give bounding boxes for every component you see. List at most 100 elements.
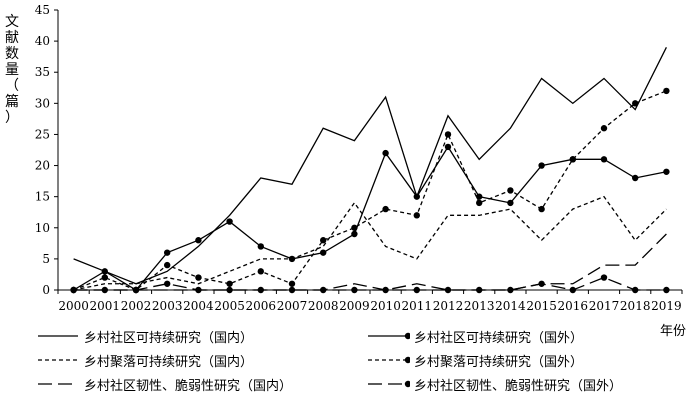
- y-tick-label: 30: [35, 96, 50, 110]
- data-point: [507, 286, 514, 294]
- x-tick-label: 2017: [589, 299, 620, 313]
- data-point: [226, 286, 233, 294]
- legend-swatch: [38, 335, 78, 337]
- x-tick-label: 2007: [277, 299, 308, 313]
- data-point: [164, 249, 171, 256]
- y-tick-label: 35: [35, 65, 50, 79]
- data-point: [132, 286, 140, 294]
- y-tick-label: 20: [35, 159, 50, 173]
- legend-marker: [404, 332, 410, 340]
- y-tick-label: 5: [42, 252, 50, 266]
- data-point: [476, 286, 483, 294]
- x-tick-label: 2004: [183, 299, 214, 313]
- data-point: [288, 280, 296, 287]
- legend-item: 乡村聚落可持续研究（国外）: [366, 349, 686, 373]
- data-point: [226, 218, 233, 225]
- data-point: [632, 100, 639, 107]
- x-tick-label: 2018: [620, 299, 651, 313]
- y-tick-label: 10: [35, 221, 50, 235]
- legend-item: 乡村聚落可持续研究（国内）: [36, 349, 356, 373]
- data-point: [195, 274, 202, 281]
- data-point: [569, 156, 576, 163]
- data-point: [507, 199, 514, 207]
- data-point: [538, 162, 545, 169]
- y-tick-label: 15: [35, 190, 50, 204]
- data-point: [351, 230, 358, 238]
- series-markers: [70, 87, 670, 294]
- x-tick-label: 2010: [370, 299, 401, 313]
- data-point: [382, 205, 389, 213]
- data-point: [600, 274, 608, 281]
- legend-label: 乡村社区可持续研究（国内）: [84, 331, 254, 346]
- data-point: [288, 286, 296, 294]
- legend-swatch: [368, 380, 410, 388]
- data-point: [382, 286, 389, 294]
- series-line-5: [73, 233, 667, 291]
- data-point: [600, 156, 608, 163]
- legend-swatch: [38, 383, 78, 385]
- data-point: [444, 286, 452, 294]
- x-tick-label: 2011: [402, 299, 433, 313]
- x-tick-label: 2005: [214, 299, 245, 313]
- x-tick-label: 2003: [152, 299, 183, 313]
- data-point: [101, 286, 109, 294]
- y-axis-label-char: （: [5, 78, 19, 94]
- y-axis-label: 文献数量（篇）: [4, 14, 20, 126]
- data-point: [320, 237, 327, 244]
- series-line-3: [73, 195, 667, 291]
- data-point: [101, 274, 109, 281]
- data-point: [569, 286, 576, 294]
- legend-label: 乡村社区韧性、脆弱性研究（国内）: [84, 379, 293, 394]
- data-point: [351, 286, 358, 294]
- legend-swatch: [368, 356, 410, 364]
- x-axis-label: 年份: [660, 324, 687, 339]
- data-point: [101, 268, 109, 275]
- x-tick-label: 2001: [90, 299, 121, 313]
- y-axis-label-char: 篇: [5, 94, 19, 110]
- data-point: [476, 193, 483, 200]
- data-point: [444, 131, 452, 138]
- data-point: [257, 286, 264, 294]
- legend-swatch: [368, 332, 410, 340]
- legend-item: 乡村社区可持续研究（国内）: [36, 325, 356, 349]
- legend-label: 乡村聚落可持续研究（国内）: [84, 355, 254, 370]
- data-point: [70, 286, 77, 294]
- data-point: [257, 243, 264, 250]
- legend-item: 乡村社区韧性、脆弱性研究（国外）: [366, 373, 686, 397]
- data-point: [195, 286, 202, 294]
- data-point: [663, 286, 670, 294]
- data-point: [382, 149, 389, 157]
- data-point: [663, 168, 670, 175]
- data-point: [476, 199, 483, 207]
- data-point: [164, 280, 171, 287]
- x-tick-label: 2016: [558, 299, 589, 313]
- data-point: [444, 143, 452, 151]
- series-line-4: [73, 90, 667, 291]
- y-tick-label: 45: [35, 3, 50, 17]
- x-tick-label: 2019: [651, 299, 682, 313]
- data-point: [538, 205, 545, 213]
- y-axis-label-char: 文: [5, 14, 19, 30]
- x-tick-label: 2015: [526, 299, 557, 313]
- series-line-6: [73, 276, 667, 291]
- y-axis-label-char: 献: [5, 30, 19, 46]
- y-tick-label: 40: [35, 34, 50, 48]
- x-tick-label: 2002: [121, 299, 152, 313]
- data-point: [632, 174, 639, 182]
- legend-label: 乡村聚落可持续研究（国外）: [414, 355, 584, 370]
- series-line-1: [73, 47, 667, 285]
- data-point: [663, 87, 670, 95]
- x-tick-label: 2008: [308, 299, 339, 313]
- data-point: [413, 212, 420, 219]
- data-point: [288, 255, 296, 263]
- data-point: [257, 268, 264, 275]
- legend-item: 乡村社区可持续研究（国外）: [366, 325, 686, 349]
- y-tick-label: 25: [35, 127, 50, 141]
- legend-marker: [404, 356, 410, 364]
- data-point: [320, 286, 327, 294]
- data-point: [164, 261, 171, 269]
- legend-marker: [404, 380, 410, 388]
- data-point: [413, 193, 420, 200]
